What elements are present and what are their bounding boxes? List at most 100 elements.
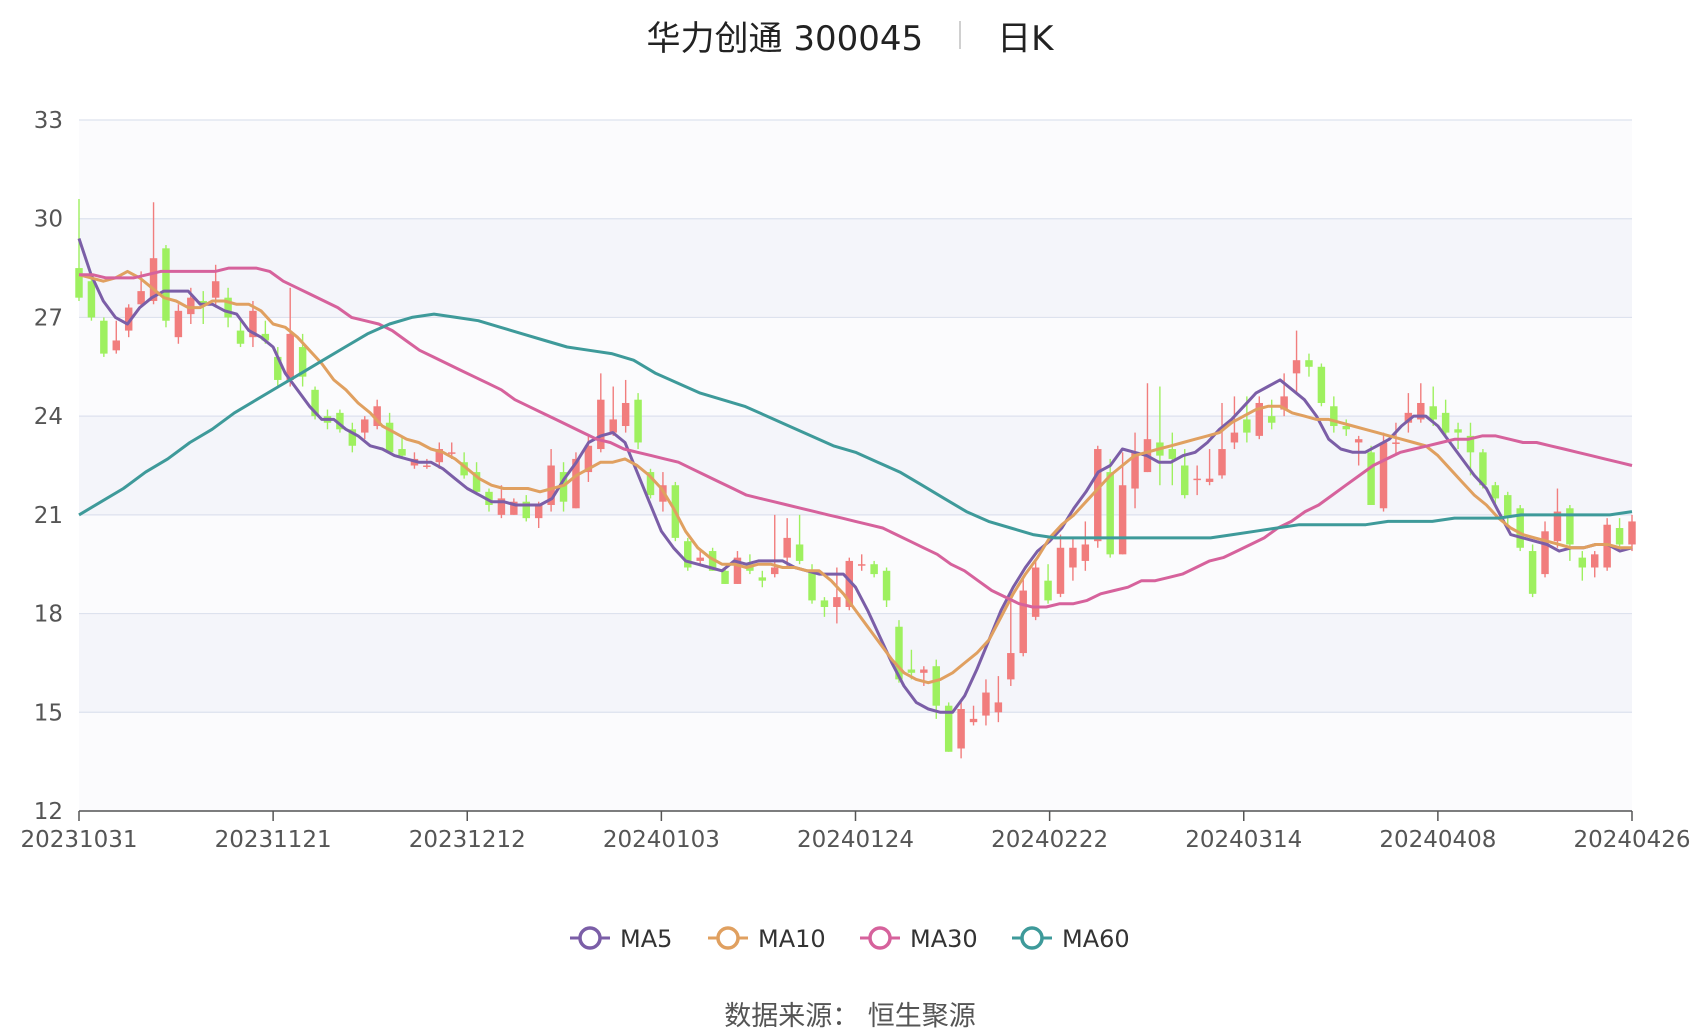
legend[interactable]: MA5 MA10 MA30 MA60 xyxy=(570,925,1130,953)
ma-line-ma60 xyxy=(78,312,1633,540)
candle-body xyxy=(1056,547,1065,594)
candle xyxy=(75,198,83,301)
candle-body xyxy=(261,333,270,341)
grid-band xyxy=(79,416,1632,515)
candle xyxy=(1354,435,1363,466)
candle-body xyxy=(187,297,195,315)
legend-marker xyxy=(716,926,740,950)
x-tick-label: 20231121 xyxy=(215,827,332,853)
candle-body xyxy=(385,422,394,453)
x-tick-label: 20231031 xyxy=(20,827,137,853)
candle-body xyxy=(944,705,953,752)
candle-body xyxy=(1479,452,1487,486)
candle-body xyxy=(1541,531,1549,575)
candle xyxy=(1218,402,1226,479)
candle-body xyxy=(1230,432,1239,443)
candle-body xyxy=(497,498,506,515)
candle xyxy=(174,304,183,344)
legend-item-ma30[interactable]: MA30 xyxy=(860,925,978,953)
candle xyxy=(994,676,1003,723)
candle-body xyxy=(447,452,456,454)
candle xyxy=(1069,537,1077,581)
candle-body xyxy=(634,399,642,443)
candle-body xyxy=(1168,449,1177,459)
candle xyxy=(1516,504,1524,552)
y-tick-label: 21 xyxy=(34,503,63,529)
candle-body xyxy=(298,347,307,377)
candle-body xyxy=(211,281,220,298)
candle xyxy=(472,462,481,496)
candle xyxy=(1578,551,1587,581)
candle-body xyxy=(1305,360,1313,367)
legend-label: MA30 xyxy=(910,925,978,953)
candle-body xyxy=(1454,429,1462,433)
y-tick-label: 24 xyxy=(34,404,63,430)
x-tick-label: 20240314 xyxy=(1185,827,1302,853)
candle xyxy=(1131,432,1139,509)
candle-body xyxy=(1553,511,1562,542)
candle-body xyxy=(460,462,468,476)
candle xyxy=(1528,544,1537,598)
grid-bands xyxy=(79,120,1632,811)
candle xyxy=(870,560,878,578)
candle xyxy=(1628,514,1636,552)
candle xyxy=(771,514,779,578)
x-tick-label: 20240103 xyxy=(603,827,720,853)
candle xyxy=(224,287,232,328)
candle-body xyxy=(1379,442,1388,509)
candle xyxy=(1181,449,1189,499)
candle-body xyxy=(472,472,481,492)
candle-body xyxy=(1342,426,1350,430)
candle xyxy=(1591,551,1599,578)
candle-body xyxy=(1628,521,1636,545)
candle xyxy=(423,458,431,469)
candle-body xyxy=(621,402,630,427)
candle xyxy=(547,449,555,512)
candle-body xyxy=(124,307,133,331)
candle xyxy=(286,287,294,387)
candle xyxy=(833,567,841,624)
candle-body xyxy=(149,258,158,301)
grid-band xyxy=(79,317,1632,417)
grid-band xyxy=(79,218,1632,318)
candle xyxy=(895,620,903,683)
candle xyxy=(1267,399,1276,430)
y-tick-label: 15 xyxy=(34,700,63,726)
candle-body xyxy=(1106,472,1114,555)
candle-body xyxy=(112,340,120,351)
legend-item-ma5[interactable]: MA5 xyxy=(570,925,672,953)
candle-body xyxy=(547,465,555,505)
x-tick-label: 20240408 xyxy=(1379,827,1496,853)
legend-item-ma60[interactable]: MA60 xyxy=(1012,925,1130,953)
candle-body xyxy=(1255,402,1264,436)
candle xyxy=(1031,560,1040,621)
candle-body xyxy=(100,320,108,354)
candle xyxy=(348,422,357,453)
candle xyxy=(1168,432,1177,486)
ma-line-ma5 xyxy=(77,238,1633,714)
candle-body xyxy=(199,300,207,305)
candle-body xyxy=(510,501,518,515)
candle xyxy=(398,435,406,459)
candle-body xyxy=(1031,567,1040,617)
chart-title: 华力创通 300045 日K xyxy=(0,8,1700,62)
candle-body xyxy=(1280,396,1288,410)
candle xyxy=(162,245,170,328)
candle xyxy=(634,393,642,450)
candle-body xyxy=(174,310,183,338)
candle-body xyxy=(870,564,878,575)
candle-body xyxy=(423,465,431,467)
candle-body xyxy=(274,356,282,380)
candle-body xyxy=(783,537,791,558)
candle xyxy=(1491,481,1500,505)
candle xyxy=(1044,564,1052,604)
period-label: 日K xyxy=(997,18,1054,59)
candle-body xyxy=(1578,557,1587,568)
candle xyxy=(1615,518,1624,552)
candle xyxy=(1292,330,1301,394)
legend-label: MA60 xyxy=(1062,925,1130,953)
legend-item-ma10[interactable]: MA10 xyxy=(708,925,826,953)
candle-body xyxy=(1181,465,1189,496)
candle-body xyxy=(361,419,369,433)
